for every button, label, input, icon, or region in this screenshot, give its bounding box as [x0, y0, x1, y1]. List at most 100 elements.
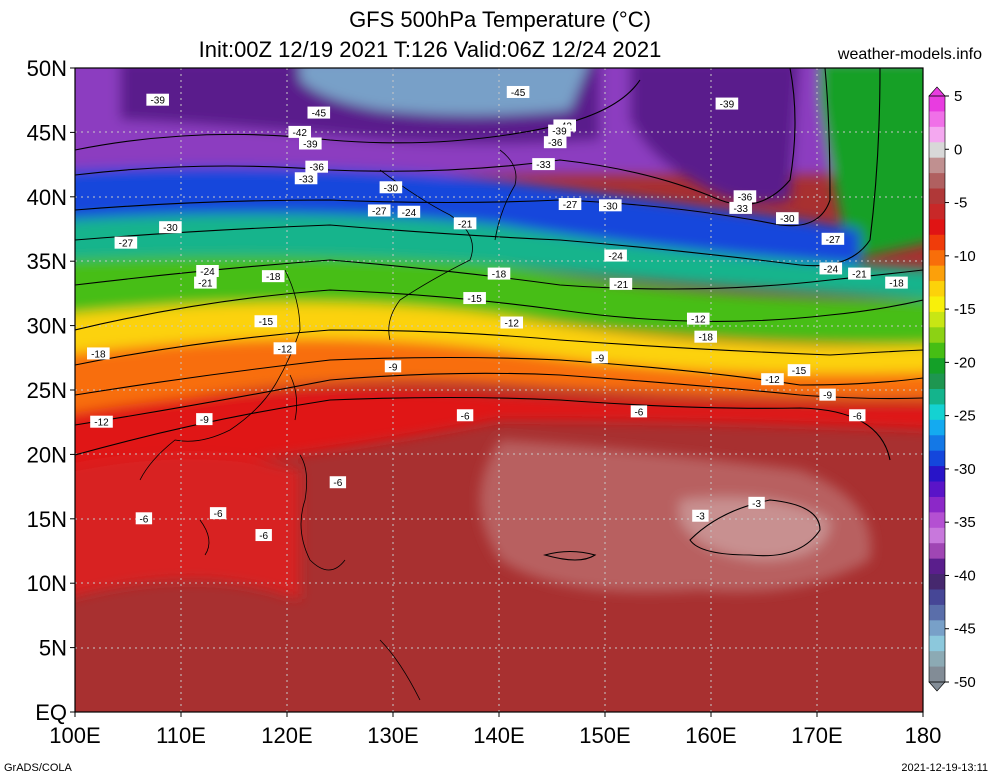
- contour-label: -18: [91, 349, 106, 360]
- colorbar-swatch: [929, 234, 945, 251]
- contour-label: -18: [266, 272, 281, 283]
- contour-label-bg: [787, 364, 811, 377]
- contour-label-bg: [159, 221, 182, 234]
- latitude-axis: EQ 5N 10N 15N 20N 25N 30N 35N 40N 45N 50N: [27, 56, 75, 725]
- contour-label: -6: [259, 531, 268, 542]
- contour-label: -45: [312, 109, 327, 120]
- colorbar: 5 0 -5 -10 -15 -20 -25 -30 -35 -40 -45 -50: [928, 86, 976, 692]
- contour-label-bg: [288, 125, 312, 138]
- contour-label-bg: [849, 409, 866, 422]
- colorbar-swatch: [929, 126, 945, 143]
- lon-tick-label: 170E: [791, 723, 842, 748]
- contour-label: -27: [372, 206, 387, 217]
- colorbar-swatch: [929, 496, 945, 513]
- contour-label: -45: [511, 88, 526, 99]
- contour-label-bg: [135, 512, 153, 525]
- contour-label: -33: [536, 160, 551, 171]
- contour-label-bg: [748, 496, 765, 509]
- colorbar-swatch: [929, 543, 945, 560]
- colorbar-label: -30: [954, 461, 976, 478]
- colorbar-label: -50: [954, 674, 976, 691]
- colorbar-swatch: [929, 589, 945, 606]
- colorbar-swatch: [929, 96, 945, 112]
- contour-label: -24: [608, 252, 623, 263]
- lat-tick-label: 20N: [27, 442, 67, 467]
- contour-label: -39: [303, 139, 318, 150]
- lon-tick-label: 130E: [367, 723, 418, 748]
- contour-label-bg: [294, 172, 318, 185]
- contour-label: -36: [738, 192, 753, 203]
- colorbar-frame: [928, 95, 946, 683]
- colorbar-swatch: [929, 604, 945, 621]
- colorbar-swatch: [929, 481, 945, 498]
- colorbar-swatch: [929, 296, 945, 313]
- colorbar-swatch: [929, 527, 945, 544]
- contour-label-bg: [733, 190, 757, 203]
- contour-label-bg: [463, 292, 486, 305]
- colorbar-swatch: [929, 558, 945, 575]
- lon-tick-label: 120E: [261, 723, 312, 748]
- colorbar-swatch: [929, 373, 945, 390]
- contour-label: -33: [733, 204, 748, 215]
- contour-label: -3: [752, 499, 761, 510]
- colorbar-swatch: [929, 435, 945, 452]
- lat-tick-label: EQ: [35, 700, 67, 725]
- contour-label: -12: [504, 319, 519, 330]
- contour-label-bg: [694, 330, 717, 343]
- contour-label: -39: [720, 100, 735, 111]
- contour-label-bg: [90, 415, 113, 428]
- contour-label: -27: [826, 235, 841, 246]
- contour-label: -12: [278, 344, 293, 355]
- contour-label: -6: [461, 411, 470, 422]
- footer-software-label: GrADS/COLA: [4, 762, 72, 774]
- contour-label: -12: [94, 418, 109, 429]
- contour-label-bg: [848, 267, 871, 280]
- contour-label-bg: [558, 198, 582, 211]
- colorbar-swatch: [929, 111, 945, 128]
- contour-label: -21: [852, 270, 867, 281]
- lat-tick-label: 15N: [27, 507, 67, 532]
- contour-label: -18: [492, 270, 507, 281]
- contour-label: -18: [889, 279, 904, 290]
- contour-label: -27: [563, 200, 578, 211]
- colorbar-label: -15: [954, 301, 976, 318]
- contour-label-bg: [821, 232, 845, 245]
- contour-label-bg: [776, 212, 799, 225]
- contour-label-bg: [305, 160, 328, 173]
- contour-label-bg: [543, 136, 567, 149]
- colorbar-swatch: [929, 635, 945, 652]
- contour-label: -12: [765, 375, 780, 386]
- contour-label-bg: [630, 405, 648, 418]
- contour-label-bg: [367, 204, 391, 217]
- lon-tick-label: 160E: [685, 723, 736, 748]
- contour-label: -18: [698, 333, 713, 344]
- contour-label-bg: [548, 124, 571, 137]
- contour-label-bg: [273, 342, 297, 355]
- lat-tick-label: 5N: [39, 636, 67, 661]
- colorbar-swatch: [929, 666, 945, 683]
- lon-tick-label: 180: [905, 723, 942, 748]
- contour-label-bg: [819, 388, 836, 401]
- colorbar-swatch: [929, 265, 945, 282]
- colorbar-swatch: [929, 512, 945, 529]
- colorbar-swatch: [929, 219, 945, 236]
- contour-label: -15: [259, 317, 274, 328]
- contour-label: -30: [163, 223, 178, 234]
- contour-label: -12: [691, 315, 706, 326]
- contour-label-bg: [194, 276, 217, 289]
- contour-label: -21: [198, 279, 213, 290]
- contour-label-bg: [196, 413, 213, 426]
- contour-label: -24: [824, 264, 839, 275]
- contour-label: -33: [299, 174, 314, 185]
- contour-label-bg: [299, 137, 322, 150]
- colorbar-swatch: [929, 281, 945, 297]
- contour-label-bg: [819, 262, 843, 275]
- contour-label-bg: [591, 351, 608, 364]
- contour-labels: -39-45-42-39-36-33-30-27 -24-21-30-27-24-…: [87, 85, 908, 542]
- lon-tick-label: 140E: [473, 723, 524, 748]
- contour-label-bg: [604, 249, 627, 262]
- lat-tick-label: 50N: [27, 56, 67, 81]
- colorbar-swatch: [929, 450, 945, 467]
- contour-label-bg: [500, 316, 524, 329]
- colorbar-label: -25: [954, 408, 976, 425]
